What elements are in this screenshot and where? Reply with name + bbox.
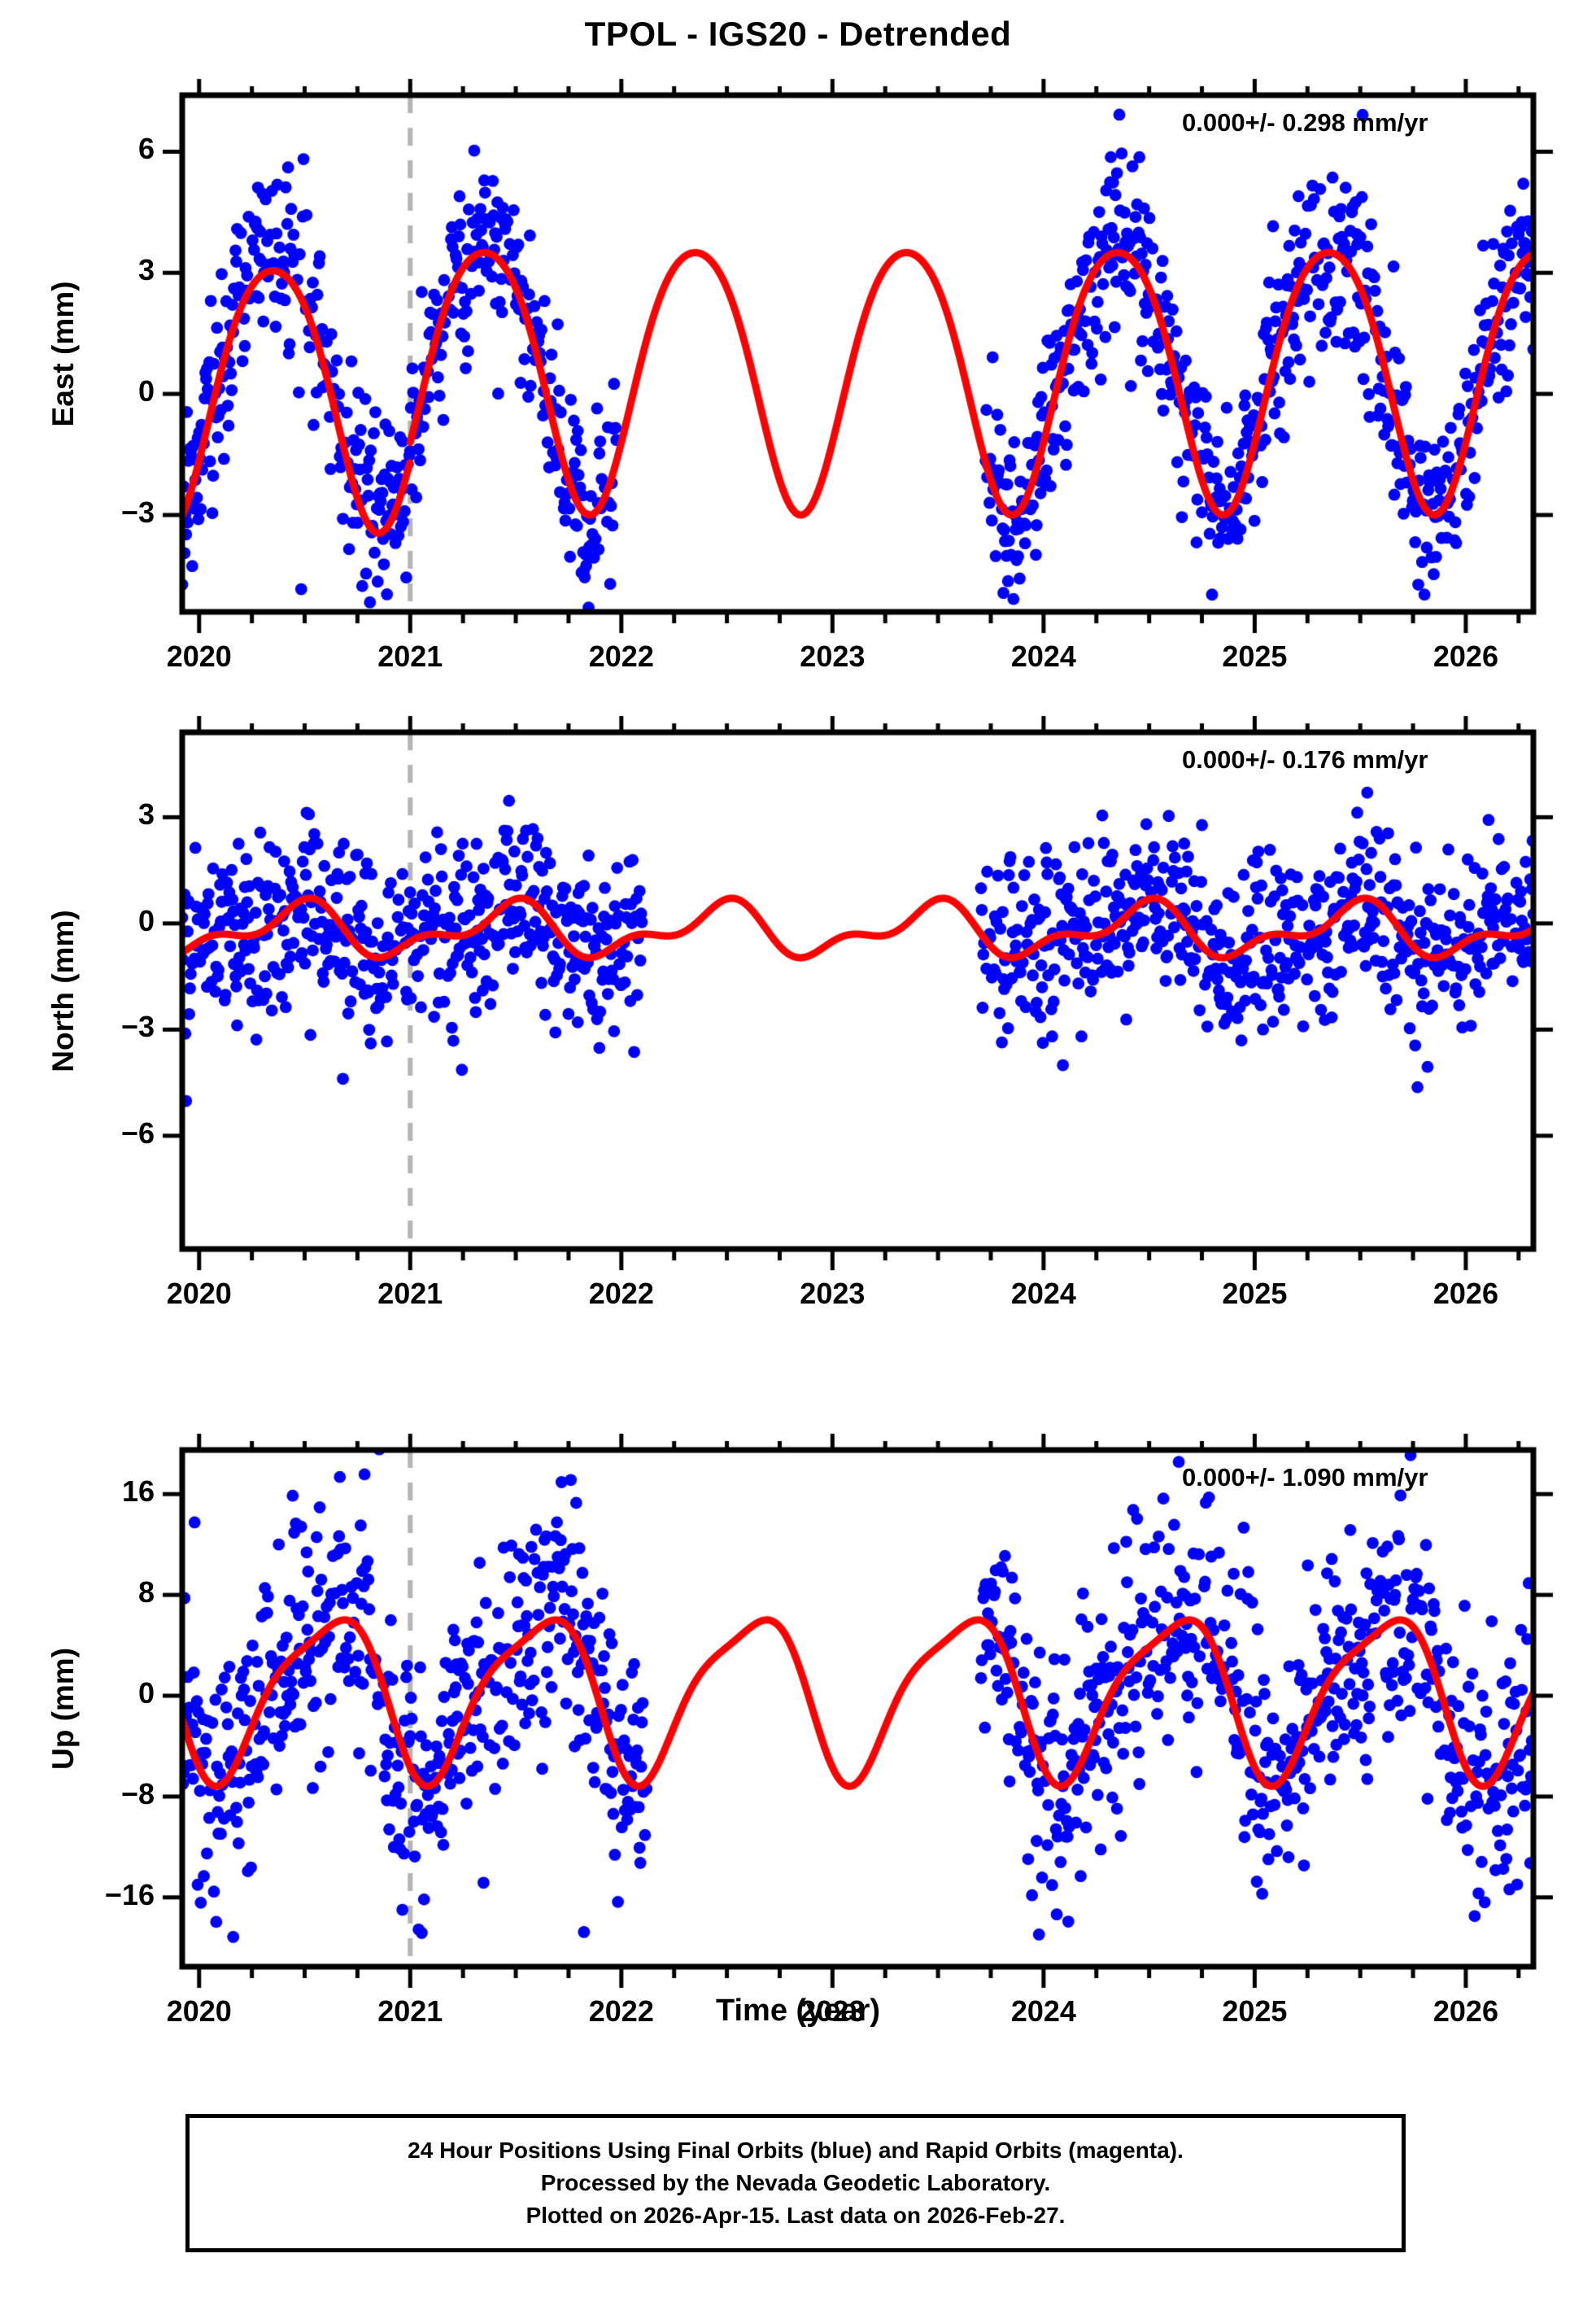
rate-annotation-east: 0.000+/- 0.298 mm/yr bbox=[1182, 108, 1428, 137]
x-tick-label: 2020 bbox=[166, 1994, 232, 2028]
y-tick-label: 3 bbox=[137, 797, 155, 832]
x-tick-label: 2021 bbox=[377, 640, 443, 673]
y-tick-label: 0 bbox=[137, 1676, 155, 1710]
y-tick-label: 0 bbox=[137, 903, 155, 937]
rate-annotation-north: 0.000+/- 0.176 mm/yr bbox=[1182, 745, 1428, 774]
x-tick-label: 2026 bbox=[1432, 1277, 1498, 1310]
y-tick-label: −6 bbox=[120, 1116, 155, 1150]
caption-box: 24 Hour Positions Using Final Orbits (bl… bbox=[185, 2114, 1406, 2252]
caption-line-2: Processed by the Nevada Geodetic Laborat… bbox=[540, 2170, 1051, 2196]
x-tick-label: 2023 bbox=[800, 640, 866, 673]
rate-annotation-up: 0.000+/- 1.090 mm/yr bbox=[1182, 1463, 1428, 1491]
x-tick-label: 2020 bbox=[166, 1277, 232, 1310]
page-title: TPOL - IGS20 - Detrended bbox=[584, 15, 1012, 53]
y-tick-label: −16 bbox=[104, 1877, 155, 1911]
x-tick-label: 2023 bbox=[800, 1994, 866, 2028]
x-tick-label: 2026 bbox=[1432, 640, 1498, 673]
y-tick-label: 16 bbox=[121, 1474, 155, 1509]
x-tick-label: 2020 bbox=[166, 640, 232, 673]
caption-line-1: 24 Hour Positions Using Final Orbits (bl… bbox=[408, 2138, 1184, 2164]
x-tick-label: 2024 bbox=[1010, 1277, 1076, 1310]
x-tick-label: 2025 bbox=[1222, 1277, 1288, 1310]
y-tick-label: −8 bbox=[120, 1776, 155, 1810]
x-tick-label: 2021 bbox=[377, 1994, 443, 2028]
y-tick-label: 6 bbox=[137, 132, 155, 166]
y-tick-label: −3 bbox=[120, 495, 155, 529]
x-tick-label: 2022 bbox=[588, 1277, 654, 1310]
x-tick-label: 2022 bbox=[588, 640, 654, 673]
x-tick-label: 2025 bbox=[1222, 1994, 1288, 2028]
y-tick-label: 8 bbox=[137, 1575, 155, 1609]
x-tick-label: 2022 bbox=[588, 1994, 654, 2028]
x-tick-label: 2021 bbox=[377, 1277, 443, 1310]
x-tick-label: 2024 bbox=[1010, 1994, 1076, 2028]
y-tick-label: −3 bbox=[120, 1010, 155, 1044]
x-tick-label: 2023 bbox=[800, 1277, 866, 1310]
caption-line-3: Plotted on 2026-Apr-15. Last data on 202… bbox=[525, 2202, 1066, 2228]
y-tick-label: 0 bbox=[137, 374, 155, 408]
y-tick-label: 3 bbox=[137, 253, 155, 287]
x-tick-label: 2026 bbox=[1432, 1994, 1498, 2028]
x-axis-title: Time (year) bbox=[715, 1994, 881, 2028]
x-tick-label: 2025 bbox=[1222, 640, 1288, 673]
x-tick-label: 2024 bbox=[1010, 640, 1076, 673]
